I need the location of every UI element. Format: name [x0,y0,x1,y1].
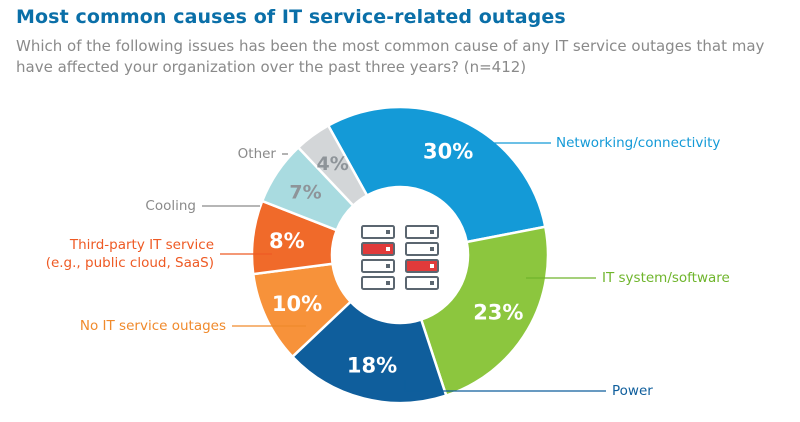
slice-2 [290,299,448,405]
pct-label-5: 7% [289,181,321,203]
chart-subtitle: Which of the following issues has been t… [16,37,765,76]
slice-1 [419,225,550,398]
category-label-3: No IT service outages [80,318,226,334]
category-label-6: Other [238,146,277,162]
pct-label-6: 4% [317,153,349,175]
donut-slices [250,105,550,405]
category-label-2: Power [612,383,653,399]
category-label-0: Networking/connectivity [556,135,720,151]
slice-0 [326,105,547,244]
category-label-4: Third-party IT service (e.g., public clou… [46,237,214,271]
category-label-1: IT system/software [602,270,730,286]
pct-label-0: 30% [423,140,473,164]
category-label-5: Cooling [145,198,196,214]
percentage-labels: 30% 23% 18% 10% 8% 7% 4% [269,140,523,378]
leader-lines [202,142,606,392]
pct-label-2: 18% [347,354,397,378]
server-rack-icon [334,189,466,321]
leader-line-2 [404,380,606,392]
slice-6 [296,123,369,208]
pct-label-1: 23% [473,301,523,325]
pct-label-4: 8% [269,229,305,253]
chart-title: Most common causes of IT service-related… [16,6,566,28]
category-labels: Networking/connectivity IT system/softwar… [46,135,730,399]
pct-label-3: 10% [272,292,322,316]
